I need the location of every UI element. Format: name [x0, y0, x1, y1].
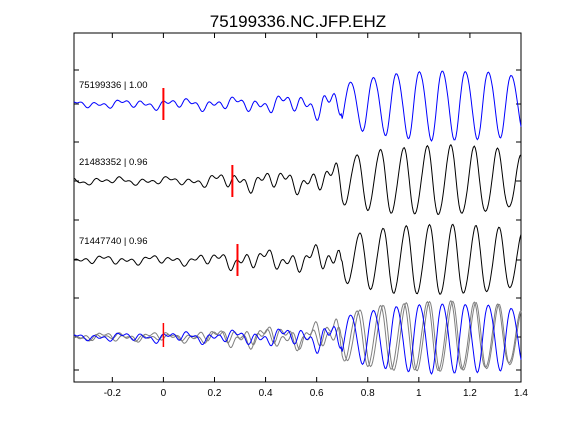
pick-markers — [162, 88, 239, 347]
trace-line-2 — [73, 143, 522, 215]
x-tick-label: 0.6 — [310, 388, 324, 399]
trace-line-1 — [73, 70, 522, 142]
overlay-line-3 — [73, 300, 522, 372]
x-tick-label: 1.2 — [463, 388, 477, 399]
trace-line-3 — [73, 223, 522, 295]
overlay-line-2 — [73, 299, 522, 371]
x-tick-label: 1.4 — [514, 388, 528, 399]
x-axis: -0.2 0 0.2 0.4 0.6 0.8 1 1.2 1.4 — [74, 33, 528, 399]
plot-frame — [73, 32, 522, 383]
x-tick-label: 0 — [161, 388, 167, 399]
trace-labels: 75199336 | 1.00 21483352 | 0.96 71447740 |… — [79, 80, 148, 247]
x-tick-label: 1 — [416, 388, 422, 399]
trace-layer — [73, 70, 522, 375]
trace-label-3: 71447740 | 0.96 — [79, 236, 148, 247]
x-tick-label: 0.4 — [259, 388, 273, 399]
x-tick-label: 0.2 — [208, 388, 222, 399]
trace-label-2: 21483352 | 0.96 — [79, 157, 148, 168]
trace-label-1: 75199336 | 1.00 — [79, 80, 148, 91]
overlay-line-1 — [73, 303, 522, 375]
x-tick-label: -0.2 — [104, 388, 122, 399]
x-tick-label: 0.8 — [361, 388, 375, 399]
chart-title: 75199336.NC.JFP.EHZ — [210, 12, 386, 31]
